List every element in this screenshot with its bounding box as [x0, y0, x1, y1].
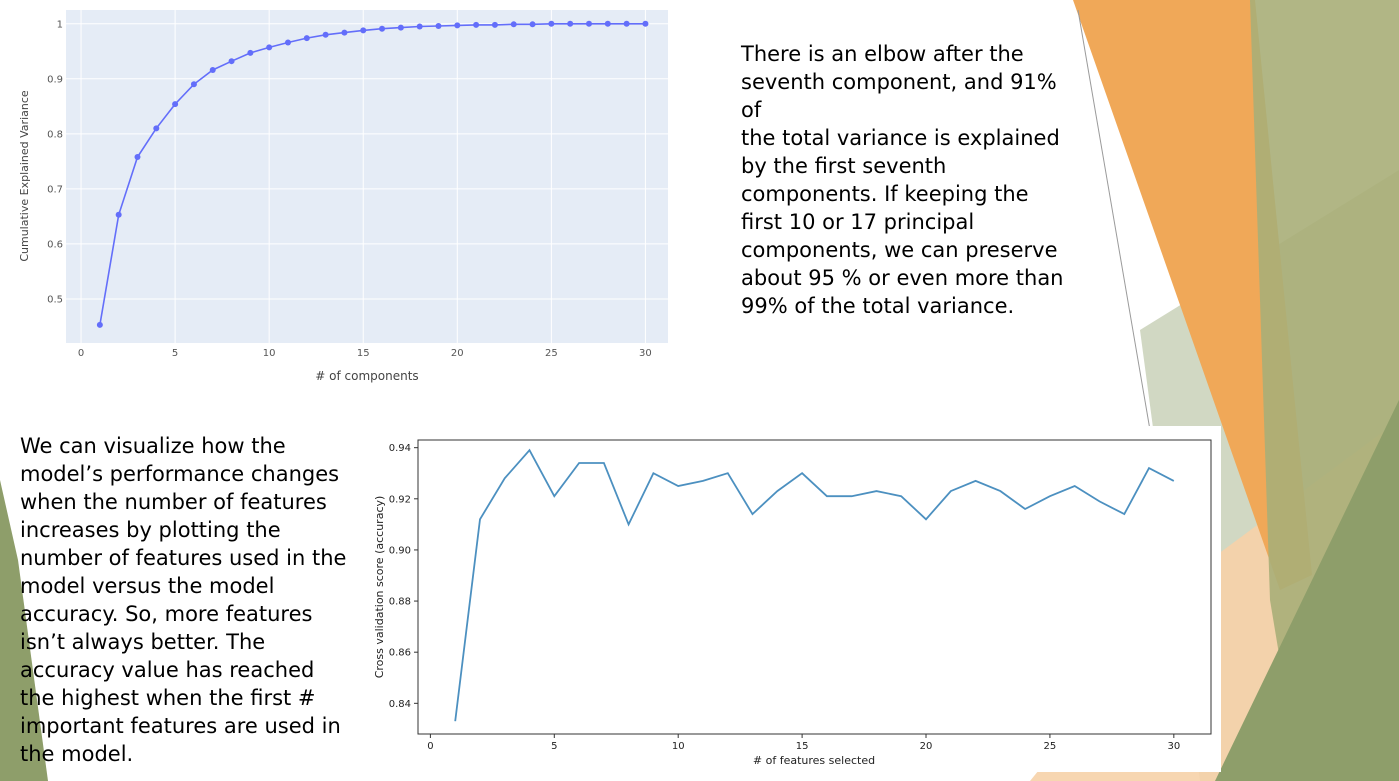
chart1-data-point [416, 23, 423, 30]
chart1-y-tick-label: 0.7 [47, 184, 63, 195]
chart1-data-point [623, 20, 630, 27]
chart1-x-tick-label: 10 [263, 348, 276, 359]
chart2-x-tick-label: 30 [1167, 741, 1180, 752]
chart2-background [355, 426, 1221, 772]
chart1-data-point [228, 58, 235, 65]
chart1-data-point [153, 125, 160, 132]
chart1-y-tick-label: 0.6 [47, 239, 63, 250]
chart1-x-tick-label: 25 [545, 348, 558, 359]
thin-diagonal-line [1077, 9, 1151, 431]
chart1-data-point [303, 35, 310, 42]
chart1-y-axis-label: Cumulative Explained Variance [18, 90, 31, 262]
chart1-data-point [266, 44, 273, 51]
chart1-x-axis-label: # of components [315, 369, 418, 383]
chart2-y-tick-label: 0.84 [389, 699, 411, 710]
chart1-y-tick-label: 0.8 [47, 129, 63, 140]
olive-shard [1215, 400, 1399, 781]
chart2-x-tick-label: 15 [796, 741, 809, 752]
chart2-y-tick-label: 0.88 [389, 597, 411, 608]
chart2-x-tick-label: 0 [427, 741, 433, 752]
chart1-data-point [585, 20, 592, 27]
orange-shard [1073, 0, 1312, 590]
chart1-data-point [397, 24, 404, 31]
chart1-x-tick-label: 20 [451, 348, 464, 359]
chart1-data-point [341, 29, 348, 36]
chart1-series-line [99, 23, 646, 325]
chart1-y-tick-label: 1 [57, 19, 63, 30]
chart1-x-tick-label: 0 [78, 348, 84, 359]
chart1-data-point [567, 20, 574, 27]
chart1-data-point [284, 39, 291, 46]
chart1-x-tick-label: 30 [639, 348, 652, 359]
chart1-x-tick-label: 5 [172, 348, 178, 359]
chart1-data-point [360, 27, 367, 34]
chart1-data-point [548, 20, 555, 27]
chart1-data-point [190, 81, 197, 88]
chart2-x-axis-label: # of features selected [753, 754, 875, 767]
chart2-y-tick-label: 0.90 [389, 545, 411, 556]
feature-selection-explanation-text: We can visualize how the model’s perform… [20, 434, 347, 766]
chart1-plot-area [66, 10, 668, 343]
cross-validation-chart: 0 5 10 15 20 25 30 0.84 0.86 0.88 0.90 0.92 0.94 # o… [355, 426, 1221, 772]
chart2-y-axis-label: Cross validation score (accuracy) [373, 496, 386, 679]
chart2-plot-frame [417, 439, 1212, 735]
chart1-y-tick-label: 0.9 [47, 74, 63, 85]
chart1-data-point [491, 21, 498, 28]
chart1-data-point [322, 31, 329, 38]
chart1-data-point [454, 22, 461, 29]
chart1-y-tick-label: 0.5 [47, 294, 63, 305]
chart1-data-point [247, 49, 254, 56]
chart1-data-point [134, 153, 141, 160]
chart1-data-point [115, 211, 122, 218]
chart2-x-tick-label: 5 [551, 741, 557, 752]
chart1-data-point [529, 21, 536, 28]
chart1-x-tick-label: 15 [357, 348, 370, 359]
explained-variance-chart: 0 5 10 15 20 25 30 0.5 0.6 0.7 0.8 0.9 1 # of compon… [18, 10, 668, 383]
chart1-data-point [209, 66, 216, 73]
chart1-data-point [473, 21, 480, 28]
chart1-data-point [435, 22, 442, 29]
chart1-data-point [510, 21, 517, 28]
chart1-data-point [642, 20, 649, 27]
chart2-y-tick-label: 0.94 [389, 443, 411, 454]
chart1-data-point [379, 25, 386, 32]
variance-explanation-text: There is an elbow after the seventh comp… [741, 42, 1064, 318]
chart2-y-tick-label: 0.86 [389, 648, 411, 659]
chart2-x-tick-label: 10 [672, 741, 685, 752]
chart1-data-point [172, 101, 179, 108]
chart1-data-point [604, 20, 611, 27]
chart2-x-tick-label: 20 [920, 741, 933, 752]
chart2-x-tick-label: 25 [1044, 741, 1057, 752]
left-green-shard [0, 480, 48, 781]
chart2-series-line [454, 448, 1175, 722]
chart1-data-point [96, 321, 103, 328]
chart2-y-tick-label: 0.92 [389, 494, 411, 505]
